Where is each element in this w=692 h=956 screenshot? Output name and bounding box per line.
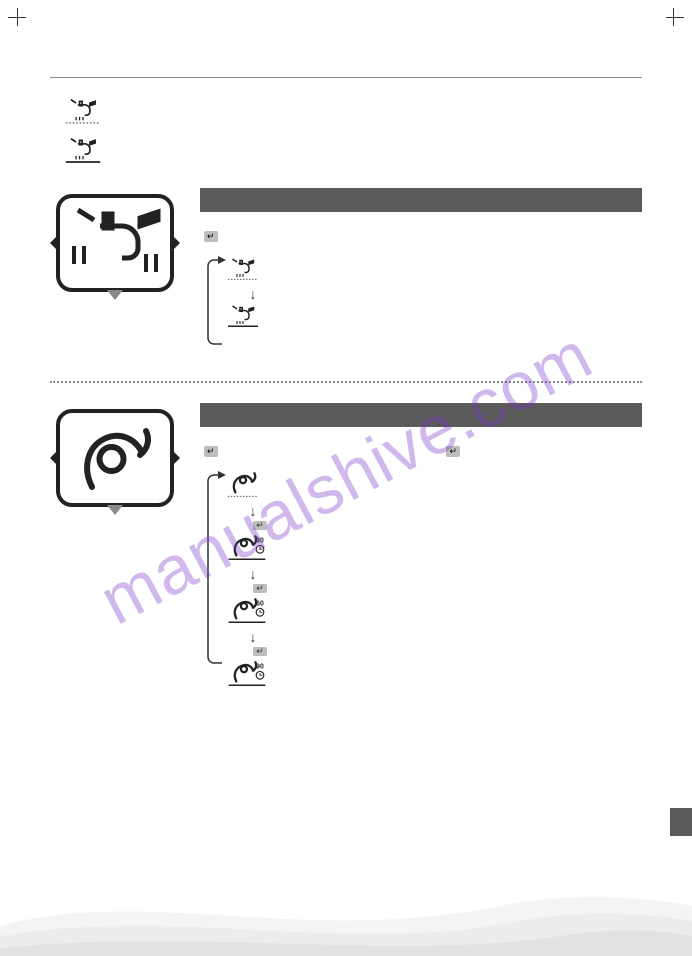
section-heading-bar — [200, 188, 642, 212]
down-arrow-icon: ↓ — [236, 287, 270, 301]
power-off-option-icon — [226, 471, 260, 502]
hard-water-icon — [64, 135, 102, 168]
power-30-option-icon: 30 — [226, 534, 268, 565]
power-60-option-icon: 60 — [226, 597, 268, 628]
down-arrow-icon: ↓ ↵ — [236, 567, 270, 595]
enter-key-icon: ↵ — [253, 647, 267, 656]
page-header-rule — [50, 50, 642, 78]
svg-text:90: 90 — [256, 663, 264, 670]
down-arrow-icon: ↓ ↵ — [236, 504, 270, 532]
section-divider — [50, 381, 642, 383]
enter-key-icon: ↵ — [253, 521, 267, 530]
enter-key-icon: ↵ — [446, 446, 460, 457]
softened-water-option-icon — [226, 256, 260, 285]
crop-mark — [8, 8, 28, 28]
enter-key-icon: ↵ — [253, 584, 267, 593]
page-side-tab — [670, 808, 692, 836]
water-hardness-menu-icon — [50, 188, 180, 355]
svg-text:60: 60 — [256, 600, 264, 607]
down-arrow-icon: ↓ ↵ — [236, 630, 270, 658]
enter-key-icon: ↵ — [204, 231, 218, 242]
footer-waves — [0, 836, 692, 956]
cycle-bracket — [204, 254, 226, 355]
svg-text:30: 30 — [256, 537, 264, 544]
crop-mark — [664, 8, 684, 28]
power-mode-menu-icon — [50, 403, 180, 693]
softened-water-icon — [64, 96, 102, 129]
hard-water-option-icon — [226, 303, 260, 332]
power-90-option-icon: 90 — [226, 660, 268, 691]
section-heading-bar — [200, 403, 642, 427]
cycle-bracket — [204, 469, 226, 693]
enter-key-icon: ↵ — [204, 446, 218, 457]
